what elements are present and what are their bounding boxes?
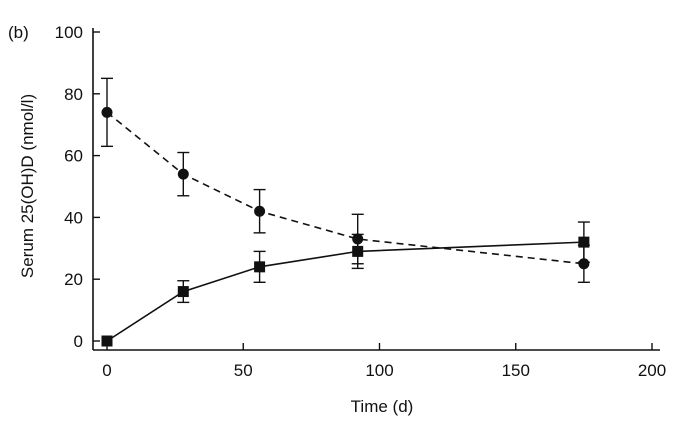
y-axis-title: Serum 25(OH)D (nmol/l) — [18, 94, 37, 278]
y-tick-label: 60 — [64, 147, 83, 166]
data-point — [101, 106, 113, 118]
series-layer — [101, 77, 590, 347]
data-point — [352, 245, 364, 257]
series-circles-dashed — [101, 77, 590, 283]
y-tick-label: 0 — [74, 332, 83, 351]
data-point — [578, 236, 590, 248]
series-squares-solid — [101, 221, 590, 347]
x-ticks: 0 50 100 150 200 — [102, 343, 666, 380]
y-tick-label: 100 — [55, 23, 83, 42]
data-point — [101, 335, 113, 347]
x-axis-title: Time (d) — [351, 397, 414, 416]
y-tick-label: 40 — [64, 208, 83, 227]
x-tick-label: 0 — [102, 361, 111, 380]
x-tick-label: 50 — [234, 361, 253, 380]
data-point — [254, 261, 266, 273]
y-tick-label: 20 — [64, 270, 83, 289]
x-tick-label: 200 — [638, 361, 666, 380]
panel-label: (b) — [8, 23, 29, 42]
y-ticks: 0 20 40 60 80 100 — [55, 23, 100, 351]
x-tick-label: 100 — [365, 361, 393, 380]
data-point — [177, 286, 189, 298]
data-point — [578, 258, 590, 270]
data-point — [254, 205, 266, 217]
data-point — [177, 168, 189, 180]
series-line — [106, 111, 584, 265]
x-tick-label: 150 — [502, 361, 530, 380]
y-tick-label: 80 — [64, 85, 83, 104]
